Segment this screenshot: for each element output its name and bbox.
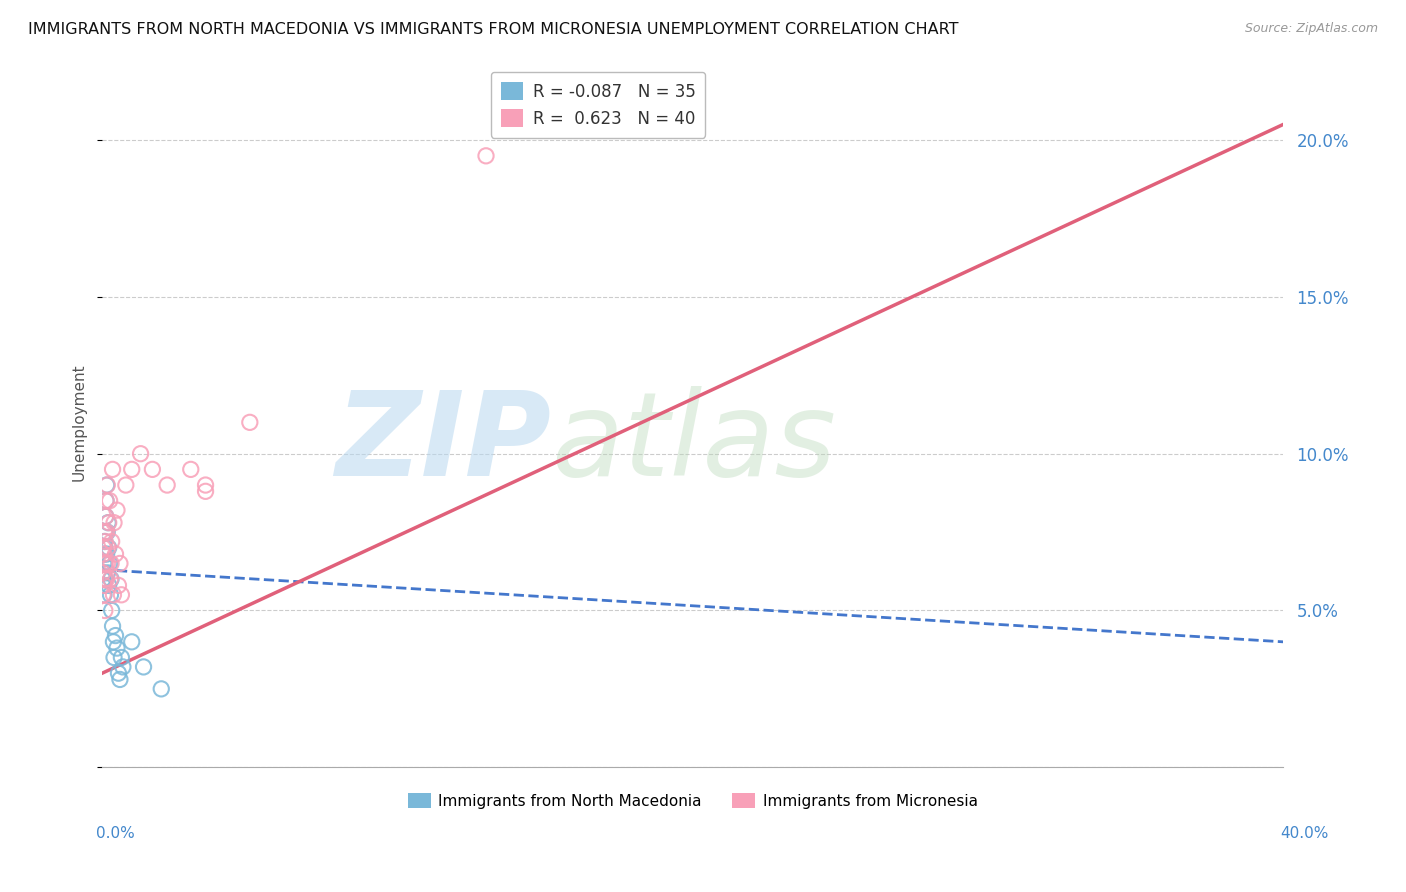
Point	[93, 525, 115, 540]
Point	[94, 557, 117, 571]
Point	[98, 557, 121, 571]
Point	[150, 681, 173, 696]
Point	[132, 660, 155, 674]
Point	[96, 478, 118, 492]
Point	[93, 547, 115, 561]
Point	[93, 541, 115, 555]
Point	[194, 478, 217, 492]
Point	[96, 566, 118, 580]
Point	[100, 572, 122, 586]
Point	[97, 578, 120, 592]
Point	[194, 484, 217, 499]
Legend: Immigrants from North Macedonia, Immigrants from Micronesia: Immigrants from North Macedonia, Immigra…	[402, 787, 984, 814]
Point	[107, 578, 129, 592]
Point	[94, 541, 117, 555]
Point	[96, 572, 118, 586]
Point	[96, 525, 118, 540]
Point	[110, 588, 132, 602]
Point	[96, 525, 118, 540]
Point	[108, 557, 131, 571]
Point	[100, 588, 122, 602]
Point	[94, 509, 117, 524]
Point	[94, 525, 117, 540]
Text: 0.0%: 0.0%	[96, 827, 135, 841]
Point	[94, 534, 117, 549]
Text: ZIP: ZIP	[335, 385, 551, 500]
Point	[141, 462, 163, 476]
Point	[129, 447, 152, 461]
Point	[97, 541, 120, 555]
Point	[96, 478, 118, 492]
Text: 40.0%: 40.0%	[1281, 827, 1329, 841]
Point	[93, 566, 115, 580]
Point	[121, 635, 143, 649]
Point	[91, 588, 114, 602]
Point	[98, 493, 121, 508]
Point	[93, 572, 115, 586]
Point	[94, 572, 117, 586]
Point	[180, 462, 202, 476]
Point	[239, 415, 262, 429]
Point	[475, 149, 498, 163]
Point	[93, 557, 115, 571]
Point	[156, 478, 179, 492]
Text: Source: ZipAtlas.com: Source: ZipAtlas.com	[1244, 22, 1378, 36]
Point	[100, 557, 122, 571]
Point	[103, 588, 125, 602]
Text: atlas: atlas	[551, 386, 837, 500]
Point	[97, 516, 120, 530]
Point	[100, 603, 122, 617]
Point	[104, 547, 127, 561]
Point	[96, 557, 118, 571]
Point	[94, 493, 117, 508]
Point	[104, 629, 127, 643]
Point	[97, 516, 120, 530]
Point	[101, 619, 124, 633]
Point	[100, 534, 122, 549]
Point	[91, 578, 114, 592]
Point	[103, 650, 125, 665]
Point	[111, 660, 134, 674]
Point	[91, 572, 114, 586]
Point	[105, 641, 128, 656]
Point	[105, 503, 128, 517]
Point	[108, 673, 131, 687]
Point	[93, 534, 115, 549]
Text: IMMIGRANTS FROM NORTH MACEDONIA VS IMMIGRANTS FROM MICRONESIA UNEMPLOYMENT CORRE: IMMIGRANTS FROM NORTH MACEDONIA VS IMMIG…	[28, 22, 959, 37]
Point	[110, 650, 132, 665]
Point	[100, 572, 122, 586]
Point	[93, 578, 115, 592]
Point	[103, 635, 125, 649]
Y-axis label: Unemployment: Unemployment	[72, 364, 86, 481]
Point	[101, 462, 124, 476]
Point	[93, 588, 115, 602]
Point	[93, 547, 115, 561]
Point	[94, 603, 117, 617]
Point	[91, 566, 114, 580]
Point	[107, 666, 129, 681]
Point	[114, 478, 136, 492]
Point	[121, 462, 143, 476]
Point	[97, 541, 120, 555]
Point	[103, 516, 125, 530]
Point	[94, 493, 117, 508]
Point	[94, 509, 117, 524]
Point	[96, 547, 118, 561]
